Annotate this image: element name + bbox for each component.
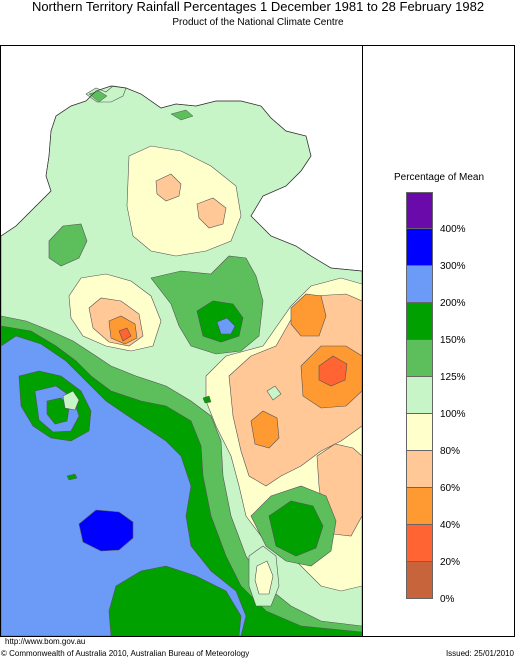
map-legend-divider <box>362 45 363 637</box>
zone-green-dot-2 <box>202 395 212 404</box>
zone-300-400-blob <box>78 509 134 552</box>
legend-label-0: 0% <box>440 594 455 605</box>
legend-label-150: 150% <box>440 335 466 346</box>
legend-band-125-150 <box>406 340 433 377</box>
zone-100-125-inner <box>62 390 80 411</box>
legend-band-20-40 <box>406 525 433 562</box>
legend-band-100-125 <box>406 377 433 414</box>
legend-band-300-400 <box>406 229 433 266</box>
zone-60-80-north2 <box>196 197 227 229</box>
legend-band-60-80 <box>406 451 433 488</box>
zone-200-300-central <box>216 317 236 335</box>
legend-label-300: 300% <box>440 261 466 272</box>
zone-green-inner <box>46 397 70 425</box>
zone-40-60-east-mid <box>250 410 280 449</box>
legend-label-400: 400% <box>440 224 466 235</box>
zone-80-100-se <box>254 560 274 595</box>
legend-label-80: 80% <box>440 446 461 457</box>
zone-40-60-east-north <box>290 293 327 337</box>
map-title: Northern Territory Rainfall Percentages … <box>31 0 485 14</box>
legend-band-0-20 <box>406 562 433 599</box>
zone-green-dot <box>66 473 78 481</box>
zone-150-200-se <box>268 500 324 557</box>
zone-100-125-east-dot <box>266 385 282 401</box>
legend-label-200: 200% <box>440 298 466 309</box>
legend-band-40-60 <box>406 488 433 525</box>
rainfall-map-svg <box>1 46 362 636</box>
zone-20-40-central <box>118 327 132 342</box>
zone-80-100-north <box>126 145 242 257</box>
legend-label-100: 100% <box>440 409 466 420</box>
legend-band-80-100 <box>406 414 433 451</box>
footer-issued: Issued: 25/01/2010 <box>445 649 514 658</box>
legend-colorbar <box>406 192 433 599</box>
legend-band-400-plus <box>406 192 433 229</box>
legend-label-60: 60% <box>440 483 461 494</box>
legend-band-150-200 <box>406 303 433 340</box>
zone-125-150-nw <box>48 223 88 267</box>
legend-band-200-300 <box>406 266 433 303</box>
footer-copyright: © Commonwealth of Australia 2010, Austra… <box>1 649 250 658</box>
legend-title: Percentage of Mean <box>393 172 485 183</box>
zone-60-80-north <box>155 173 182 202</box>
zone-20-40-east <box>318 355 348 387</box>
legend-label-40: 40% <box>440 520 461 531</box>
zone-150-200-west-south <box>108 565 242 636</box>
legend-label-125: 125% <box>440 372 466 383</box>
croker-island <box>170 109 194 121</box>
coastline <box>1 85 362 272</box>
footer-url[interactable]: http://www.bom.gov.au <box>5 637 86 646</box>
map-frame <box>0 45 515 637</box>
map-subtitle: Product of the National Climate Centre <box>172 17 344 28</box>
rainfall-map <box>1 46 362 636</box>
legend-label-20: 20% <box>440 557 461 568</box>
